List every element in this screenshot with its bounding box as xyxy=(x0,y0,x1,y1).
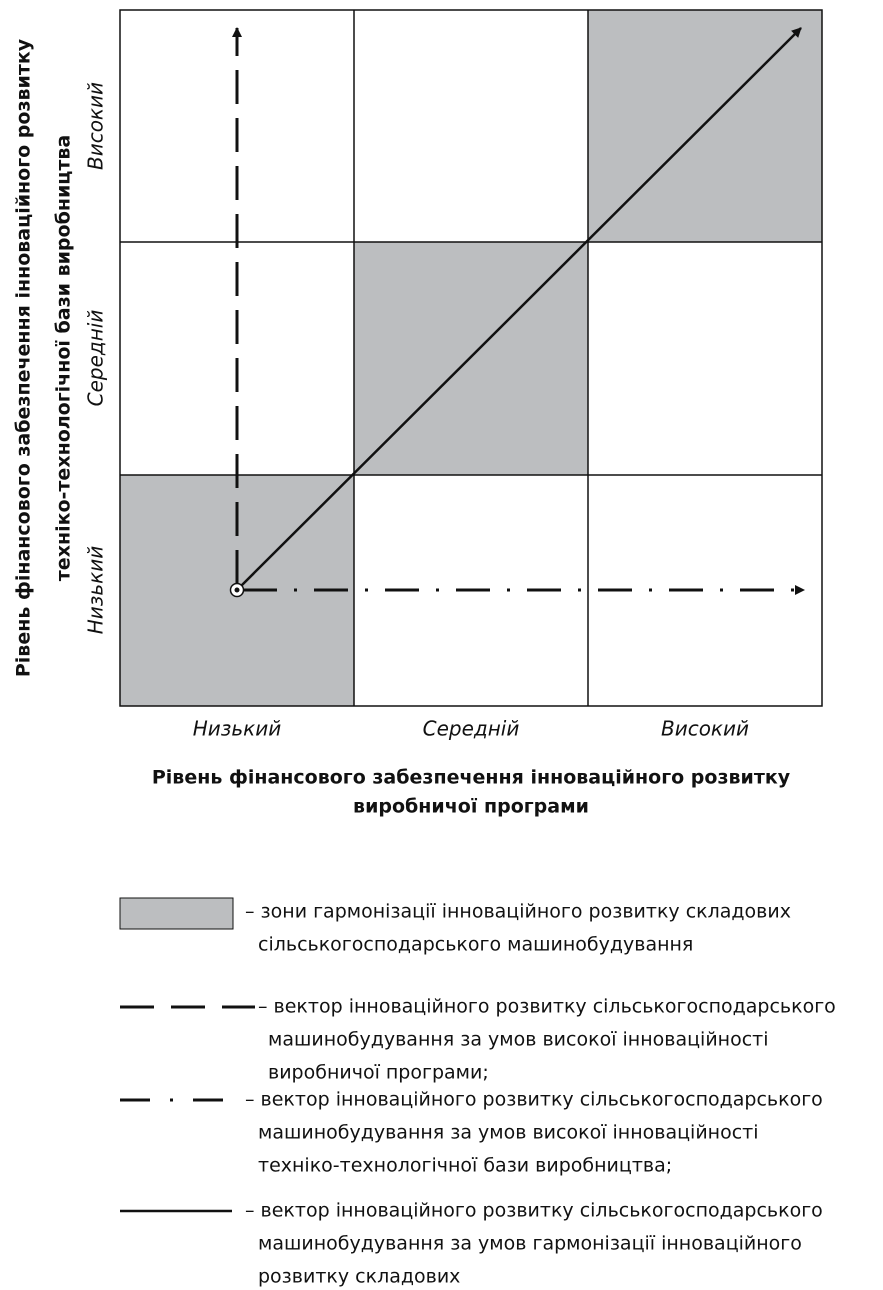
vector-solid xyxy=(240,27,802,587)
x-level: Низький xyxy=(193,717,282,741)
legend-text: розвитку складових xyxy=(258,1266,460,1288)
y-axis-title: техніко-технологічної бази виробництва xyxy=(53,135,75,581)
legend-text: – вектор інноваційного розвитку сільсько… xyxy=(245,1200,823,1222)
x-axis-title: Рівень фінансового забезпечення інноваці… xyxy=(152,767,791,789)
zone xyxy=(588,10,822,242)
origin-dot xyxy=(234,587,240,593)
x-axis-title: виробничої програми xyxy=(353,796,589,818)
legend-text: – вектор інноваційного розвитку сільсько… xyxy=(245,1089,823,1111)
legend-text: машинобудування за умов високої інноваці… xyxy=(258,1122,759,1144)
legend-text: техніко-технологічної бази виробництва; xyxy=(258,1155,672,1177)
x-level: Середній xyxy=(423,717,520,741)
legend-text: машинобудування за умов високої інноваці… xyxy=(268,1029,769,1051)
legend-text: – зони гармонізації інноваційного розвит… xyxy=(245,901,791,923)
labels: Низький Середній Високий Низький Середній Вис… xyxy=(13,38,836,1287)
legend-symbols xyxy=(119,897,255,1213)
y-axis-title: Рівень фінансового забезпечення інноваці… xyxy=(13,38,35,677)
legend-text: – вектор інноваційного розвитку сільсько… xyxy=(258,996,836,1018)
y-level: Середній xyxy=(84,310,108,407)
matrix xyxy=(119,9,823,707)
legend-text: сільськогосподарського машинобудування xyxy=(258,934,693,956)
y-level: Низький xyxy=(84,546,108,635)
grid xyxy=(119,9,823,707)
legend-text: машинобудування за умов гармонізації інн… xyxy=(258,1233,802,1255)
legend-text: виробничої програми; xyxy=(268,1062,489,1084)
x-level: Високий xyxy=(661,717,749,741)
legend-zone xyxy=(119,897,234,930)
y-level: Високий xyxy=(84,82,108,170)
